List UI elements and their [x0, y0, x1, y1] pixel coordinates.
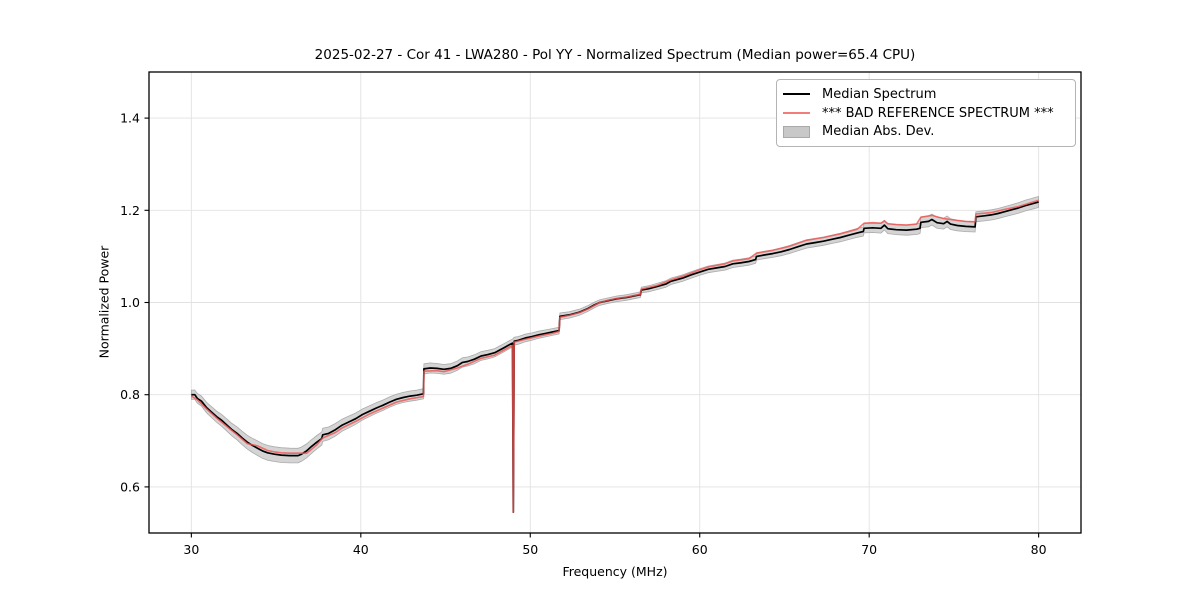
y-tick-label: 0.8 — [120, 387, 140, 402]
x-tick-label: 60 — [692, 542, 708, 557]
legend-item-bad-reference: *** BAD REFERENCE SPECTRUM *** — [783, 104, 1065, 123]
y-tick-label: 1.2 — [120, 203, 140, 218]
legend: Median Spectrum *** BAD REFERENCE SPECTR… — [776, 79, 1076, 147]
legend-item-median-abs-dev: Median Abs. Dev. — [783, 122, 1065, 141]
legend-label: *** BAD REFERENCE SPECTRUM *** — [822, 105, 1054, 121]
median-abs-dev-patch-swatch — [783, 125, 810, 138]
x-tick-label: 40 — [353, 542, 369, 557]
x-tick-label: 50 — [522, 542, 538, 557]
y-tick-label: 1.0 — [120, 295, 140, 310]
bad-reference-spectrum-line — [190, 199, 1039, 514]
median-spectrum-line — [191, 201, 1039, 514]
bad-reference-line-swatch — [783, 112, 810, 114]
legend-label: Median Spectrum — [822, 86, 937, 102]
median-abs-dev-band — [190, 195, 1039, 464]
x-tick-label: 70 — [861, 542, 877, 557]
x-tick-label: 80 — [1031, 542, 1047, 557]
y-tick-label: 1.4 — [120, 111, 140, 126]
legend-label: Median Abs. Dev. — [822, 124, 935, 140]
chart-title: 2025-02-27 - Cor 41 - LWA280 - Pol YY - … — [314, 47, 916, 63]
x-axis-label: Frequency (MHz) — [562, 564, 668, 579]
legend-item-median-spectrum: Median Spectrum — [783, 85, 1065, 104]
y-tick-label: 0.6 — [120, 479, 140, 494]
median-spectrum-line-swatch — [783, 93, 810, 96]
x-tick-label: 30 — [183, 542, 199, 557]
